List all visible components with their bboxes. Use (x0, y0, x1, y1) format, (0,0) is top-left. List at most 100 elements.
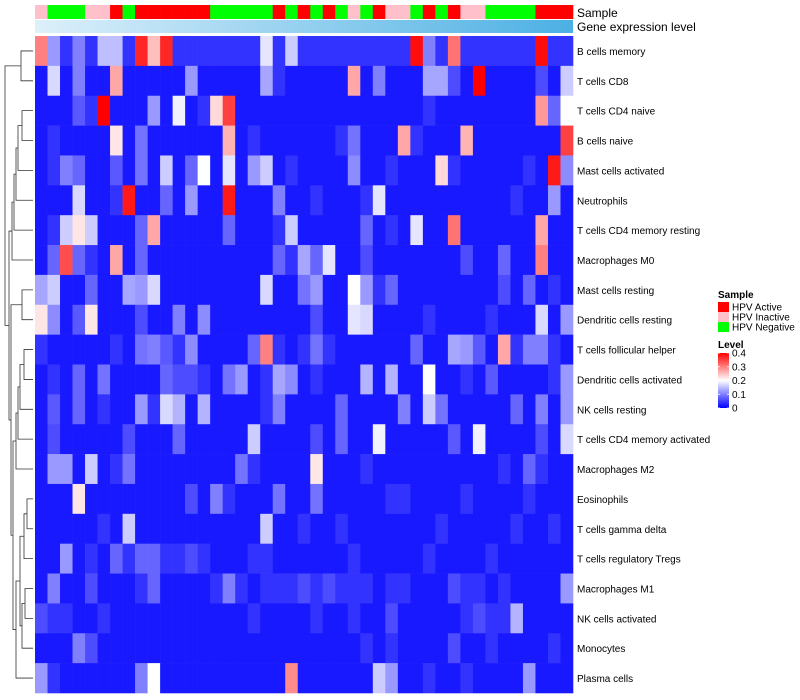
heatmap-cell (497, 125, 511, 156)
heatmap-cell (460, 125, 474, 156)
heatmap-cell (485, 483, 499, 515)
heatmap-cell (547, 483, 561, 515)
heatmap-cell (335, 424, 349, 455)
heatmap-cell (147, 454, 161, 485)
heatmap-cell (360, 334, 374, 365)
heatmap-cell (72, 394, 86, 425)
heatmap-cell (460, 65, 474, 97)
heatmap-cell (372, 245, 386, 276)
heatmap-cell (460, 245, 474, 276)
heatmap-cell (410, 215, 424, 246)
heatmap-cell (197, 155, 211, 186)
heatmap-cell (460, 633, 474, 664)
row-label: T cells gamma delta (577, 525, 667, 536)
heatmap-cell (97, 36, 111, 67)
heatmap-cell (110, 394, 123, 425)
heatmap-cell (272, 424, 286, 455)
heatmap-cell (447, 483, 461, 515)
heatmap-cell (97, 65, 111, 97)
heatmap-cell (72, 125, 86, 156)
heatmap-cell (522, 573, 536, 604)
heatmap-cell (310, 185, 324, 216)
heatmap-cell (197, 394, 211, 425)
heatmap-cell (397, 274, 411, 306)
heatmap-cell (547, 185, 561, 216)
heatmap-cell (522, 155, 536, 186)
heatmap-cell (422, 424, 436, 455)
heatmap-cell (97, 424, 111, 455)
heatmap-cell (160, 334, 173, 365)
heatmap-cell (260, 304, 274, 335)
heatmap-cell (297, 663, 311, 694)
heatmap-cell (560, 543, 574, 574)
heatmap-cell (135, 65, 148, 97)
dendrogram-branch (8, 230, 12, 421)
heatmap-cell (110, 155, 123, 186)
heatmap-cell (385, 95, 399, 126)
heatmap-cell (472, 483, 486, 515)
heatmap-cell (197, 454, 211, 485)
heatmap-cell (472, 543, 486, 574)
heatmap-cell (272, 95, 286, 126)
heatmap-cell (247, 543, 261, 574)
heatmap-cell (410, 633, 424, 664)
heatmap-cell (122, 304, 136, 335)
row-label: Macrophages M2 (577, 465, 655, 476)
heatmap-cell (222, 274, 236, 306)
heatmap-cell (135, 663, 148, 694)
heatmap-cell (222, 424, 236, 455)
heatmap-cell (560, 394, 574, 425)
heatmap-cell (260, 334, 274, 365)
heatmap-cell (422, 65, 436, 97)
heatmap-cell (85, 483, 98, 515)
heatmap-cell (335, 603, 349, 634)
heatmap-cell (360, 125, 374, 156)
sample-annotation-cell (210, 5, 223, 19)
heatmap-cell (147, 633, 161, 664)
row-label: B cells naive (577, 137, 634, 148)
heatmap-cell (272, 543, 286, 574)
sample-annotation-cell (560, 5, 574, 19)
heatmap-cell (485, 573, 499, 604)
heatmap-cell (222, 125, 236, 156)
heatmap-cell (285, 334, 299, 365)
heatmap-cell (372, 543, 386, 574)
heatmap-cell (385, 334, 399, 365)
heatmap-cell (160, 603, 173, 634)
heatmap-cell (272, 304, 286, 335)
row-label: Plasma cells (577, 674, 633, 685)
heatmap-cell (210, 155, 223, 186)
heatmap-cell (310, 454, 324, 485)
heatmap-cell (160, 185, 173, 216)
heatmap-cell (172, 573, 186, 604)
heatmap-cell (422, 573, 436, 604)
heatmap-cell (60, 155, 73, 186)
heatmap-cell (135, 304, 148, 335)
heatmap-cell (460, 274, 474, 306)
heatmap-cell (460, 424, 474, 455)
heatmap-cell (435, 394, 449, 425)
heatmap-cell (385, 603, 399, 634)
heatmap-cell (447, 663, 461, 694)
heatmap-cell (72, 663, 86, 694)
heatmap-cell (135, 95, 148, 126)
heatmap-cell (310, 663, 324, 694)
heatmap-cell (535, 603, 549, 634)
heatmap-cell (522, 95, 536, 126)
heatmap-cell (85, 155, 98, 186)
heatmap-cell (410, 394, 424, 425)
heatmap-cell (160, 215, 173, 246)
heatmap-cell (335, 274, 349, 306)
heatmap-cell (72, 245, 86, 276)
heatmap-cell (197, 245, 211, 276)
heatmap-cell (110, 185, 123, 216)
heatmap-cell (135, 573, 148, 604)
heatmap-cell (385, 513, 399, 544)
heatmap-cell (397, 215, 411, 246)
heatmap-cell (235, 513, 248, 544)
heatmap-cell (60, 274, 73, 306)
heatmap-cell (235, 304, 248, 335)
heatmap-cell (560, 454, 574, 485)
heatmap-cell (522, 215, 536, 246)
heatmap-cell (547, 215, 561, 246)
